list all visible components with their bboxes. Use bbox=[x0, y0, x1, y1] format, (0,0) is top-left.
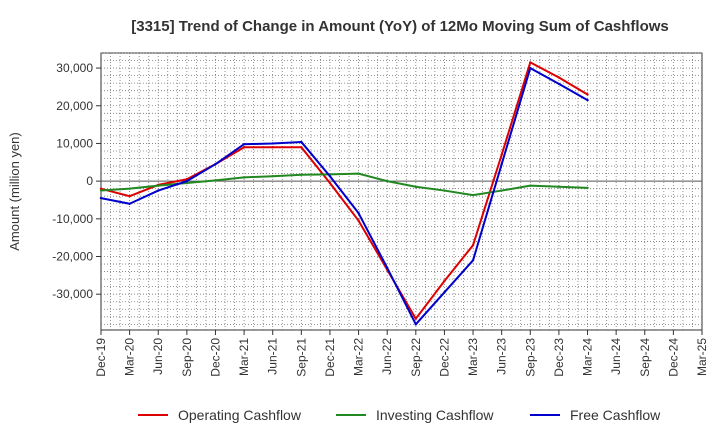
x-tick-label: Jun-23 bbox=[495, 338, 509, 375]
data-point-free-cashflow bbox=[557, 82, 561, 86]
data-point-investing-cashflow bbox=[500, 189, 503, 192]
x-tick-label: Dec-24 bbox=[666, 338, 680, 377]
data-point-investing-cashflow bbox=[300, 173, 303, 176]
x-tick-label: Dec-23 bbox=[552, 338, 566, 377]
data-point-free-cashflow bbox=[443, 291, 446, 294]
data-point-free-cashflow bbox=[185, 179, 189, 183]
axis-layer: 30,000 20,000 10,000 0 -10,000 -20,000 -30,000… bbox=[52, 61, 709, 377]
x-tick-label: Mar-20 bbox=[123, 338, 137, 376]
x-tick-label: Sep-20 bbox=[180, 338, 194, 377]
data-point-free-cashflow bbox=[128, 202, 131, 205]
x-tick-label: Dec-22 bbox=[437, 338, 451, 377]
y-tick-label: 20,000 bbox=[56, 99, 93, 113]
data-point-investing-cashflow bbox=[242, 176, 246, 179]
x-tick-label: Mar-23 bbox=[466, 338, 480, 376]
x-tick-label: Jun-24 bbox=[609, 338, 623, 375]
data-point-operating-cashflow bbox=[414, 317, 418, 320]
x-tick-label: Mar-25 bbox=[695, 338, 709, 376]
series-line-operating-cashflow bbox=[100, 61, 589, 320]
x-tick-label: Mar-21 bbox=[237, 338, 251, 376]
data-point-free-cashflow bbox=[414, 323, 418, 326]
x-tick-label: Mar-24 bbox=[581, 338, 595, 376]
data-point-operating-cashflow bbox=[328, 181, 332, 185]
y-axis-label: Amount (million yen) bbox=[7, 132, 22, 251]
data-point-investing-cashflow bbox=[357, 172, 360, 175]
plot-frame bbox=[100, 52, 703, 331]
x-tick-label: Sep-24 bbox=[638, 338, 652, 377]
data-point-free-cashflow bbox=[242, 143, 246, 146]
x-tick-label: Sep-21 bbox=[294, 338, 308, 377]
x-tick-label: Jun-22 bbox=[380, 338, 394, 375]
data-point-operating-cashflow bbox=[242, 146, 246, 149]
x-tick-label: Sep-22 bbox=[409, 338, 423, 377]
x-tick-label: Jun-20 bbox=[151, 338, 165, 375]
data-point-free-cashflow bbox=[328, 175, 332, 178]
data-point-investing-cashflow bbox=[99, 189, 103, 192]
y-tick-label: -20,000 bbox=[52, 250, 93, 264]
data-point-investing-cashflow bbox=[586, 186, 589, 190]
y-tick-label: 0 bbox=[86, 174, 93, 188]
legend: Operating Cashflow Investing Cashflow Free… bbox=[138, 407, 661, 423]
data-point-free-cashflow bbox=[586, 98, 589, 102]
data-point-free-cashflow bbox=[300, 140, 303, 144]
data-point-operating-cashflow bbox=[529, 61, 532, 64]
series-layer bbox=[99, 61, 589, 326]
data-point-operating-cashflow bbox=[586, 93, 589, 96]
data-point-free-cashflow bbox=[385, 266, 389, 270]
x-tick-label: Dec-19 bbox=[94, 338, 108, 377]
data-point-investing-cashflow bbox=[157, 184, 160, 187]
y-tick-label: -10,000 bbox=[52, 212, 93, 226]
data-point-free-cashflow bbox=[99, 196, 103, 200]
data-point-investing-cashflow bbox=[128, 187, 131, 190]
data-point-operating-cashflow bbox=[99, 187, 103, 190]
data-point-investing-cashflow bbox=[529, 184, 532, 187]
chart-title: [3315] Trend of Change in Amount (YoY) o… bbox=[131, 18, 669, 35]
data-point-free-cashflow bbox=[471, 259, 475, 262]
data-point-operating-cashflow bbox=[271, 146, 274, 149]
legend-label-investing-cashflow: Investing Cashflow bbox=[376, 407, 494, 423]
data-point-operating-cashflow bbox=[471, 244, 475, 247]
grid-layer bbox=[100, 52, 703, 331]
x-tick-label: Sep-23 bbox=[523, 338, 537, 377]
data-point-investing-cashflow bbox=[471, 193, 475, 197]
x-tick-label: Dec-21 bbox=[323, 338, 337, 377]
data-point-free-cashflow bbox=[214, 162, 217, 166]
data-point-free-cashflow bbox=[529, 66, 532, 70]
data-point-operating-cashflow bbox=[443, 279, 446, 283]
data-point-operating-cashflow bbox=[500, 153, 503, 156]
x-tick-label: Jun-21 bbox=[266, 338, 280, 375]
data-point-investing-cashflow bbox=[385, 179, 389, 183]
data-point-operating-cashflow bbox=[357, 219, 360, 222]
x-tick-label: Dec-20 bbox=[208, 338, 222, 377]
y-tick-label: 30,000 bbox=[56, 61, 93, 75]
data-point-investing-cashflow bbox=[557, 185, 561, 188]
data-point-investing-cashflow bbox=[414, 185, 418, 188]
data-point-investing-cashflow bbox=[271, 175, 274, 178]
x-tick-label: Mar-22 bbox=[352, 338, 366, 376]
series-line-free-cashflow bbox=[100, 67, 589, 326]
data-point-operating-cashflow bbox=[300, 146, 303, 149]
legend-label-free-cashflow: Free Cashflow bbox=[570, 407, 661, 423]
data-point-free-cashflow bbox=[500, 162, 503, 166]
data-point-free-cashflow bbox=[357, 211, 360, 215]
data-point-operating-cashflow bbox=[557, 76, 561, 79]
y-tick-label: 10,000 bbox=[56, 136, 93, 150]
data-point-investing-cashflow bbox=[443, 189, 446, 192]
data-point-investing-cashflow bbox=[214, 179, 217, 182]
data-point-free-cashflow bbox=[157, 189, 160, 192]
y-tick-label: -30,000 bbox=[52, 287, 93, 301]
legend-label-operating-cashflow: Operating Cashflow bbox=[178, 407, 302, 423]
data-point-operating-cashflow bbox=[128, 195, 131, 198]
data-point-free-cashflow bbox=[271, 142, 274, 145]
data-point-investing-cashflow bbox=[185, 181, 189, 185]
